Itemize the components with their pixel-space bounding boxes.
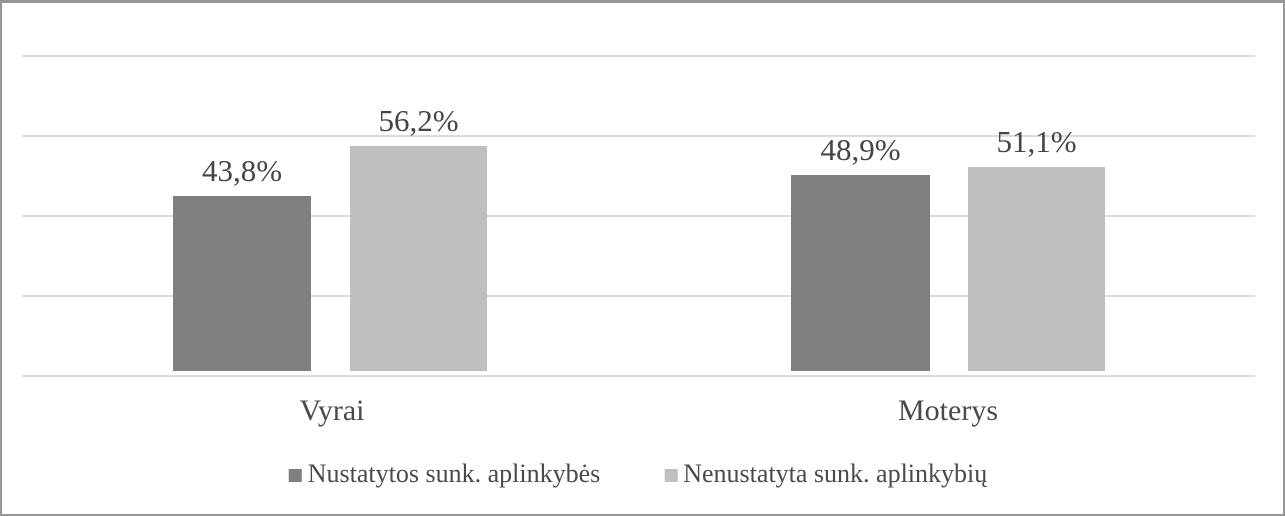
value-label-moterys-nenustatyta: 51,1%	[996, 123, 1077, 159]
category-label-moterys: Moterys	[898, 394, 998, 427]
legend-swatch-dark-icon	[288, 468, 302, 482]
category-label-vyrai: Vyrai	[299, 394, 365, 427]
gridline-80	[22, 55, 1255, 57]
value-label-vyrai-nustatytos: 43,8%	[201, 152, 283, 188]
legend-item-nenustatyta: Nenustatyta sunk. aplinkybių	[664, 459, 987, 489]
gridline-20	[22, 295, 1255, 297]
value-label-moterys-nustatytos: 48,9%	[820, 131, 901, 167]
legend: Nustatytos sunk. aplinkybės Nenustatyta …	[288, 459, 987, 489]
gridline-baseline	[22, 375, 1255, 377]
bar-vyrai-nustatytos	[173, 196, 311, 371]
legend-swatch-light-icon	[664, 468, 678, 482]
legend-label: Nustatytos sunk. aplinkybės	[307, 459, 601, 488]
bar-moterys-nustatytos	[791, 175, 930, 371]
gridline-60	[22, 135, 1255, 137]
legend-label: Nenustatyta sunk. aplinkybių	[683, 459, 988, 488]
bar-vyrai-nenustatyta	[350, 146, 487, 371]
bar-moterys-nenustatyta	[968, 167, 1105, 371]
legend-item-nustatytos: Nustatytos sunk. aplinkybės	[288, 459, 601, 489]
value-label-vyrai-nenustatyta: 56,2%	[378, 102, 459, 138]
gridline-40	[22, 215, 1255, 217]
